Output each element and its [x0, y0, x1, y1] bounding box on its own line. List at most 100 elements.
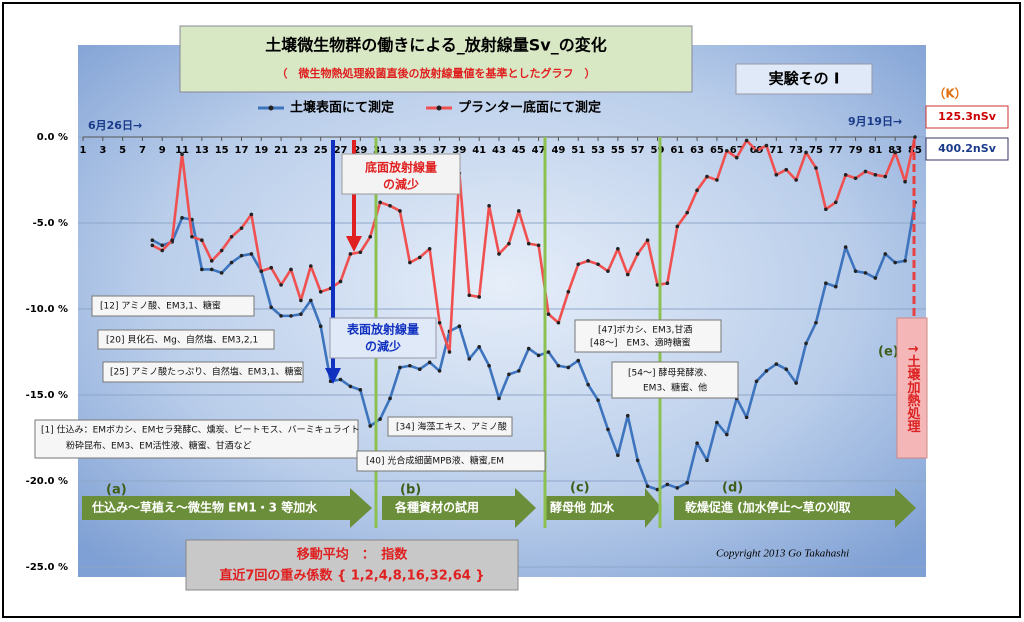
point — [526, 241, 531, 246]
phase-letter: (d) — [722, 481, 743, 496]
point — [487, 204, 491, 208]
x-tick-label: 35 — [413, 145, 427, 156]
point — [734, 155, 739, 160]
point — [150, 238, 155, 242]
point — [209, 259, 214, 263]
callout: 底面放射線量 — [365, 160, 437, 175]
experiment-box — [735, 63, 873, 95]
point — [427, 360, 432, 365]
phase-letter: (c) — [570, 481, 590, 496]
point — [833, 200, 838, 205]
x-tick-label: 29 — [353, 145, 367, 156]
x-tick-label: 25 — [314, 145, 328, 156]
point — [180, 216, 184, 220]
note-box — [97, 329, 275, 350]
point — [794, 381, 798, 385]
point — [725, 148, 729, 153]
point — [616, 453, 620, 458]
value-box — [925, 105, 1009, 129]
point — [160, 248, 165, 253]
point — [546, 312, 551, 316]
point — [249, 212, 254, 217]
point — [150, 243, 155, 248]
point — [497, 396, 501, 401]
point — [566, 290, 571, 294]
point — [715, 178, 719, 182]
x-tick-label: 75 — [809, 145, 823, 156]
point — [180, 152, 184, 156]
x-tick-label: 59 — [651, 145, 665, 156]
arrow-head — [325, 368, 341, 384]
point — [744, 138, 749, 143]
note: [47]ボカシ、EM3,甘酒 — [598, 324, 692, 336]
point — [388, 396, 392, 401]
point — [794, 178, 798, 182]
point — [417, 367, 422, 372]
note: [54～] 酵母発酵液、 — [628, 367, 712, 379]
x-tick-label: 21 — [274, 145, 288, 156]
point — [279, 314, 283, 318]
note: [1] 仕込み：EMボカシ、EMセラ発酵C、燻炭、ピートモス、バーミキュライト — [41, 424, 360, 436]
x-tick-label: 63 — [690, 145, 704, 156]
point — [754, 379, 759, 384]
value-box — [925, 137, 1009, 161]
point — [883, 252, 888, 256]
note: [48～] EM3、適時糖蜜 — [590, 337, 691, 349]
point — [467, 357, 472, 361]
point — [685, 480, 689, 485]
surface-value: 400.2nSv — [938, 142, 997, 155]
point — [378, 200, 382, 205]
note-box — [34, 419, 359, 459]
point — [219, 248, 224, 253]
point — [408, 363, 412, 368]
x-tick-label: 31 — [373, 145, 387, 156]
point — [239, 253, 244, 258]
point — [576, 358, 581, 363]
point — [586, 259, 590, 263]
point — [190, 234, 194, 239]
point — [309, 264, 313, 268]
point — [447, 350, 452, 354]
note-box — [387, 416, 513, 437]
point — [338, 377, 343, 382]
point — [883, 174, 888, 179]
x-tick-label: 3 — [99, 145, 106, 156]
point — [239, 226, 244, 230]
point — [229, 234, 234, 239]
phase-text: 仕込み～草植え～微生物 EM1・3 等加水 — [91, 500, 318, 515]
phase-letter: (e) — [878, 345, 899, 360]
x-tick-label: 33 — [393, 145, 407, 156]
point — [784, 167, 789, 172]
point — [358, 250, 363, 255]
note: 粉砕昆布、EM3、EM活性液、糖蜜、甘酒など — [66, 440, 252, 452]
callout: の減少 — [365, 339, 401, 354]
point — [200, 238, 204, 242]
note: [34] 海藻エキス、アミノ酸 — [396, 421, 507, 433]
legend: 土壌表面にて測定 プランター底面にて測定 — [258, 100, 601, 116]
heat-label: ↑土壌加熱処理 — [905, 344, 922, 433]
point — [616, 247, 620, 251]
note-box — [574, 319, 722, 353]
y-tick-label: -10.0 % — [26, 304, 68, 315]
lines — [150, 135, 917, 492]
legend-label: プランター底面にて測定 — [458, 100, 601, 116]
heat-box — [896, 317, 928, 459]
start-label: 6月26日→ — [88, 119, 142, 132]
method: 直近7回の重み係数 { 1,2,4,8,16,32,64 } — [219, 568, 484, 584]
point — [814, 320, 818, 325]
x-tick-label: 9 — [159, 145, 166, 156]
x-tick-label: 17 — [235, 145, 249, 156]
point — [229, 260, 234, 265]
phase-arrow — [674, 488, 916, 528]
point — [348, 384, 353, 389]
x-tick-label: 1 — [80, 145, 87, 156]
note-box — [102, 361, 304, 383]
point — [477, 295, 481, 299]
point — [269, 305, 273, 310]
y-tick-label: -20.0 % — [26, 476, 68, 487]
point — [625, 272, 630, 277]
x-tick-label: 43 — [492, 145, 506, 156]
point — [625, 413, 630, 418]
x-tick-label: 79 — [849, 145, 863, 156]
point — [576, 262, 581, 267]
